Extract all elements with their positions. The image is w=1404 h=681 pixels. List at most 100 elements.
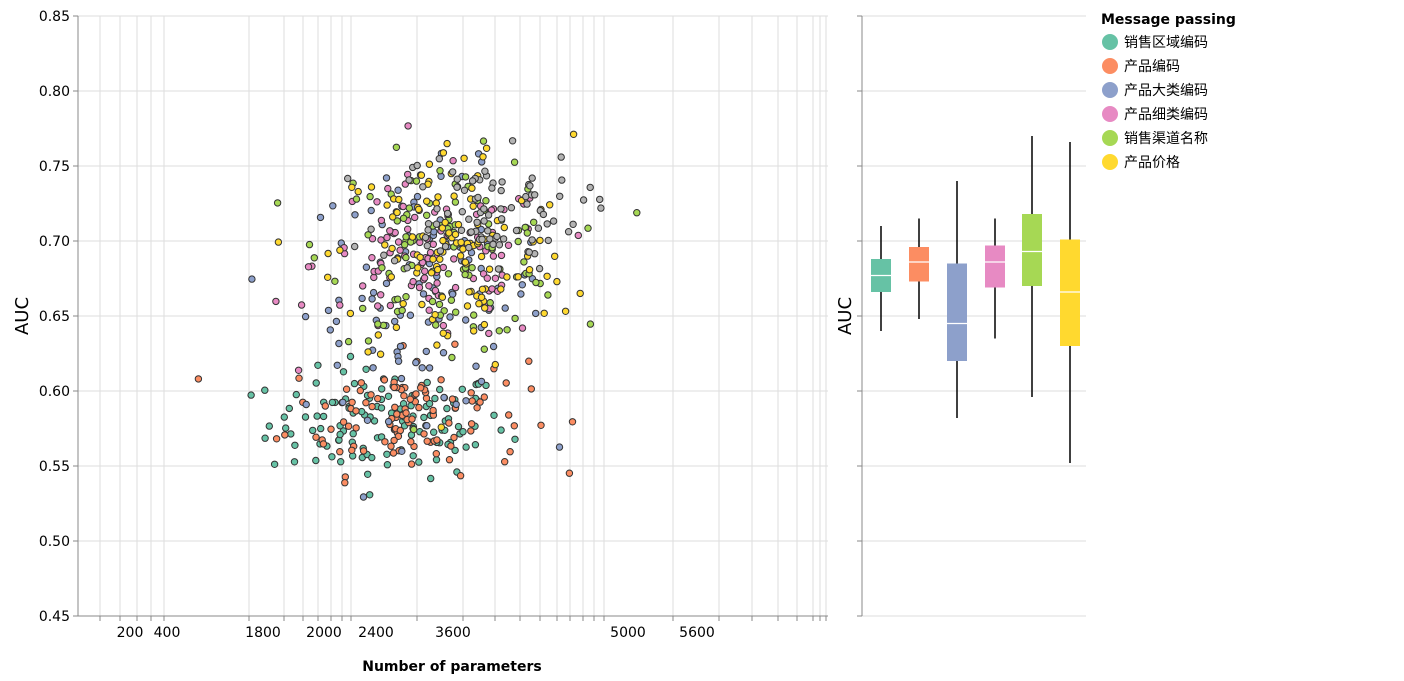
scatter-point [501,304,509,312]
scatter-point [247,391,255,399]
scatter-point [408,233,417,241]
scatter-point [561,307,570,315]
scatter-point [497,215,506,223]
scatter-point [431,311,439,319]
legend-label: 产品细类编码 [1124,107,1208,123]
scatter-point [395,195,403,204]
scatter-point [476,398,484,406]
scatter-point [292,390,300,399]
scatter-point [438,293,447,301]
scatter-point [477,252,486,261]
scatter-point [508,137,517,145]
scatter-point [468,264,476,272]
scatter-point [312,433,320,441]
scatter-point [418,364,426,372]
scatter-point [369,364,377,372]
scatter-point [551,252,559,260]
scatter-point [364,348,372,356]
scatter-point [439,329,447,337]
scatter-point [309,426,317,435]
scatter-point [443,209,452,218]
scatter-point [491,360,499,369]
scatter-point [556,192,564,201]
scatter-point [549,217,558,225]
scatter-point [407,438,415,446]
scatter-point [405,204,413,212]
scatter-point [432,220,441,228]
scatter-point [407,460,416,468]
scatter-point [398,447,406,455]
box-2 [947,181,967,418]
scatter-point [409,452,417,460]
scatter-point [368,402,376,411]
scatter-point [546,201,554,209]
box-grid [857,15,1086,617]
scatter-point [439,349,448,357]
scatter-point [404,122,412,130]
scatter-point [374,331,382,339]
scatter-point [359,493,368,501]
scatter-point [382,174,391,182]
scatter-point [499,235,508,243]
scatter-point [400,392,408,400]
scatter-point [414,264,422,272]
scatter-point [390,383,398,392]
scatter-point [304,263,313,271]
scatter-point [555,443,564,451]
scatter-point [409,277,417,286]
scatter-point [324,273,332,281]
y-tick-label: 0.75 [39,159,70,175]
scatter-point [486,299,494,307]
scatter-point [333,361,341,369]
scatter-point [336,448,344,456]
scatter-point [339,418,348,426]
y-tick-label: 0.45 [39,609,70,625]
scatter-axes: 0.45 0.50 0.55 0.60 0.65 0.70 0.75 0.80 0.85 200 4… [39,9,828,641]
scatter-point [456,252,465,260]
scatter-point [478,285,487,293]
scatter-point [328,453,336,461]
scatter-point [511,314,519,323]
scatter-point [488,184,496,192]
scatter-point [402,409,410,417]
scatter-point [527,385,535,393]
scatter-point [453,183,461,191]
legend-item: 产品价格 [1102,154,1180,171]
scatter-point [456,472,465,480]
scatter-point [443,404,451,413]
scatter-point [480,217,488,225]
box-body [985,245,1005,288]
scatter-point [436,167,444,175]
scatter-point [398,306,406,315]
scatter-point [441,218,449,227]
scatter-point [462,443,470,451]
scatter-point [430,428,438,436]
scatter-point [448,395,457,403]
scatter-point [383,201,391,209]
scatter-point [432,450,440,458]
scatter-point [433,205,441,213]
scatter-point [406,311,415,319]
scatter-point [373,198,381,206]
scatter-point [428,297,437,306]
scatter-point [411,213,419,222]
scatter-point [510,422,518,430]
scatter-point [368,254,376,262]
scatter-point [381,241,389,249]
scatter-point [490,411,498,419]
scatter-point [413,192,422,201]
scatter-point [435,300,444,309]
scatter-point [377,433,386,441]
scatter-point [503,273,511,281]
scatter-point [484,227,492,235]
scatter-point [314,361,322,369]
scatter-point [421,267,429,275]
x-tick-label: 400 [154,625,181,641]
scatter-point [404,225,412,233]
scatter-point [439,236,447,245]
scatter-point [523,200,531,208]
scatter-point [633,209,641,217]
scatter-point [525,266,534,274]
y-tick-label: 0.55 [39,459,70,475]
